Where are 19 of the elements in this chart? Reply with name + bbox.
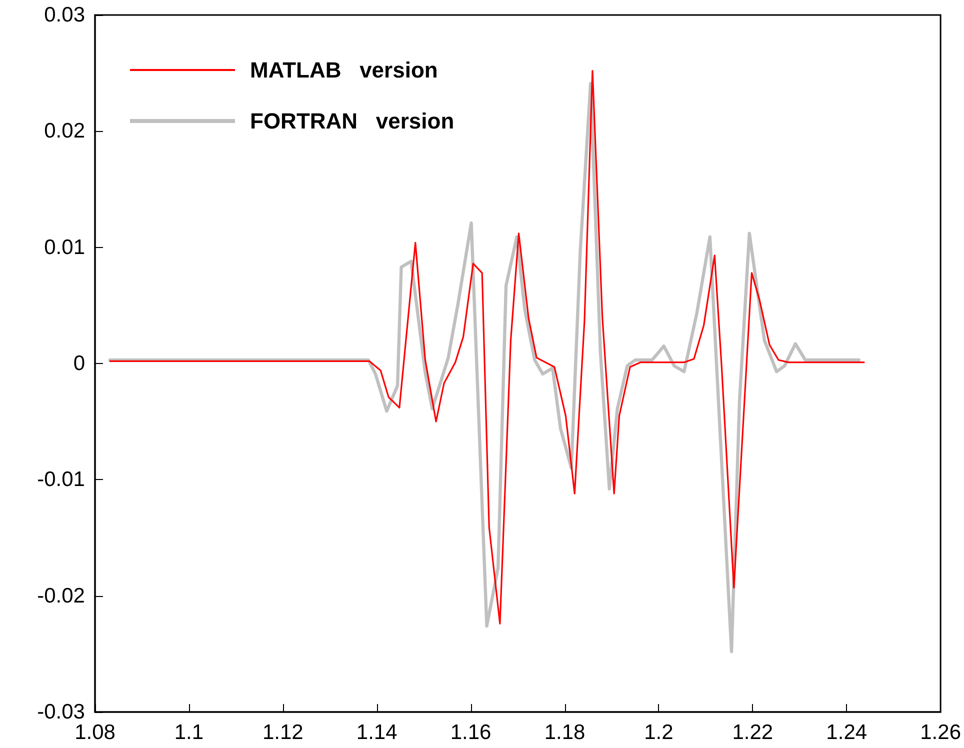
x-tick-label: 1.22 xyxy=(732,721,774,744)
x-tick-label: 1.16 xyxy=(450,721,492,744)
x-tick-label: 1.26 xyxy=(920,721,961,744)
x-tick-label: 1.24 xyxy=(826,721,868,744)
x-tick-label: 1.14 xyxy=(356,721,398,744)
y-tick-label: -0.01 xyxy=(37,468,85,492)
y-tick-label: 0.03 xyxy=(44,4,85,26)
y-tick-label: 0.01 xyxy=(44,236,85,259)
legend-label: FORTRAN version xyxy=(250,108,454,134)
y-tick-label: -0.03 xyxy=(37,700,85,724)
legend-label: MATLAB version xyxy=(250,58,438,82)
x-tick-label: 1.12 xyxy=(262,721,304,744)
y-tick-label: 0 xyxy=(73,352,85,375)
x-tick-label: 1.08 xyxy=(74,721,116,744)
x-tick-label: 1.18 xyxy=(544,721,586,744)
x-tick-label: 1.1 xyxy=(174,721,204,744)
y-tick-label: 0.02 xyxy=(44,120,85,143)
y-tick-label: -0.02 xyxy=(37,584,85,608)
x-tick-label: 1.2 xyxy=(644,721,674,744)
